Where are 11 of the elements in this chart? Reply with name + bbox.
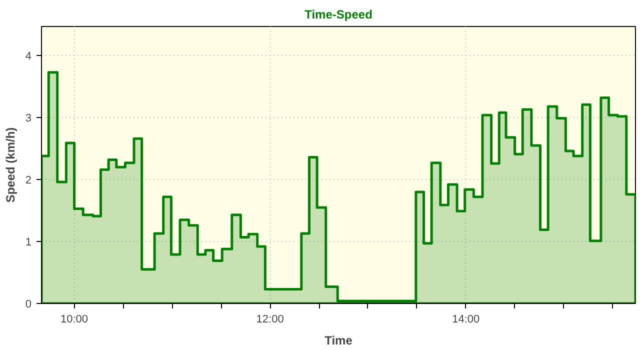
y-tick-label: 0 [25,298,32,310]
y-tick-label: 3 [25,112,32,125]
y-tick-label: 2 [25,174,32,187]
y-axis-title: Speed (km/h) [3,127,18,203]
y-tick-label: 1 [25,236,32,249]
x-axis-title: Time [324,334,353,348]
x-tick-label: 14:00 [452,314,480,326]
chart-title: Time-Speed [304,8,372,22]
y-tick-label: 4 [25,50,32,63]
x-tick-label: 10:00 [60,314,88,326]
x-tick-label: 12:00 [256,314,284,326]
